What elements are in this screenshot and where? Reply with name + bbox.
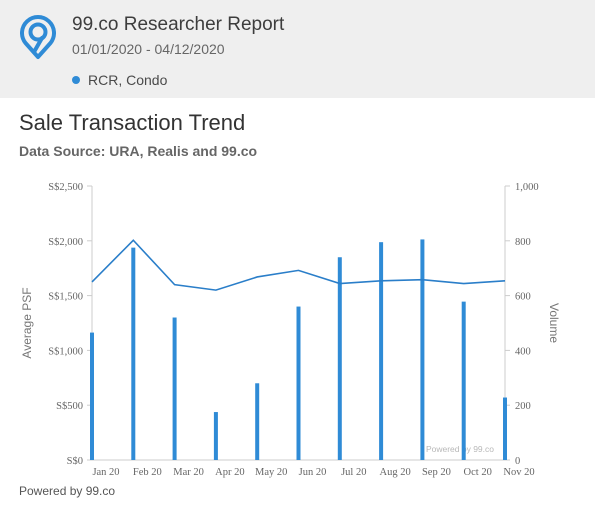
report-title: 99.co Researcher Report <box>72 14 285 35</box>
location-pin-logo-icon <box>20 15 56 59</box>
x-axis-tick-label: Feb 20 <box>133 467 162 478</box>
sale-transaction-chart: S$0 S$500 S$1,000 S$1,500 S$2,000 S$2,500 0 200… <box>20 182 561 478</box>
x-axis-tick-label: Apr 20 <box>215 467 244 478</box>
right-axis-tick-label: 600 <box>515 292 531 303</box>
left-axis-tick-label: S$500 <box>56 401 83 412</box>
volume-bar <box>90 332 94 460</box>
volume-bar <box>172 317 177 460</box>
x-axis-tick-label: Aug 20 <box>379 467 410 478</box>
chart-watermark: Powered by 99.co <box>426 444 494 454</box>
x-axis-tick-label: Oct 20 <box>464 467 492 478</box>
right-axis-tick-label: 200 <box>515 401 531 412</box>
volume-bar <box>420 239 425 460</box>
x-axis-tick-label: May 20 <box>255 467 287 478</box>
volume-bar <box>296 306 301 460</box>
volume-bar <box>461 301 466 460</box>
right-axis-tick-label: 0 <box>515 456 520 467</box>
volume-bar <box>131 247 136 460</box>
chart-data-source: Data Source: URA, Realis and 99.co <box>19 143 258 159</box>
left-axis-tick-label: S$0 <box>67 456 83 467</box>
volume-bar <box>379 242 384 460</box>
filter-label: RCR, Condo <box>88 72 168 88</box>
x-axis-tick-label: Jul 20 <box>341 467 366 478</box>
filter-legend: RCR, Condo <box>72 72 167 88</box>
chart-title: Sale Transaction Trend <box>19 110 246 135</box>
right-axis-title: Volume <box>547 303 561 343</box>
left-axis-title: Average PSF <box>20 287 34 358</box>
x-axis-tick-label: Jan 20 <box>92 467 119 478</box>
filter-dot-icon <box>72 76 80 84</box>
report-header: 99.co Researcher Report 01/01/2020 - 04/… <box>0 0 595 98</box>
volume-bar <box>255 383 260 460</box>
left-axis-tick-label: S$2,500 <box>48 182 83 193</box>
x-axis-tick-label: Mar 20 <box>173 467 204 478</box>
volume-bar <box>213 412 218 460</box>
average-psf-line <box>91 239 506 291</box>
left-axis-tick-label: S$2,000 <box>48 237 83 248</box>
left-axis-tick-label: S$1,500 <box>48 292 83 303</box>
x-axis-tick-label: Nov 20 <box>503 467 534 478</box>
right-axis-tick-label: 400 <box>515 346 531 357</box>
right-axis-tick-label: 1,000 <box>515 182 539 193</box>
left-axis-tick-label: S$1,000 <box>48 346 83 357</box>
report-date-range: 01/01/2020 - 04/12/2020 <box>72 41 225 57</box>
x-axis-tick-label: Sep 20 <box>422 467 451 478</box>
right-axis-tick-label: 800 <box>515 237 531 248</box>
volume-bar <box>503 397 507 460</box>
volume-bar <box>337 257 342 460</box>
powered-by-footer: Powered by 99.co <box>19 484 116 498</box>
x-axis-tick-label: Jun 20 <box>299 467 327 478</box>
